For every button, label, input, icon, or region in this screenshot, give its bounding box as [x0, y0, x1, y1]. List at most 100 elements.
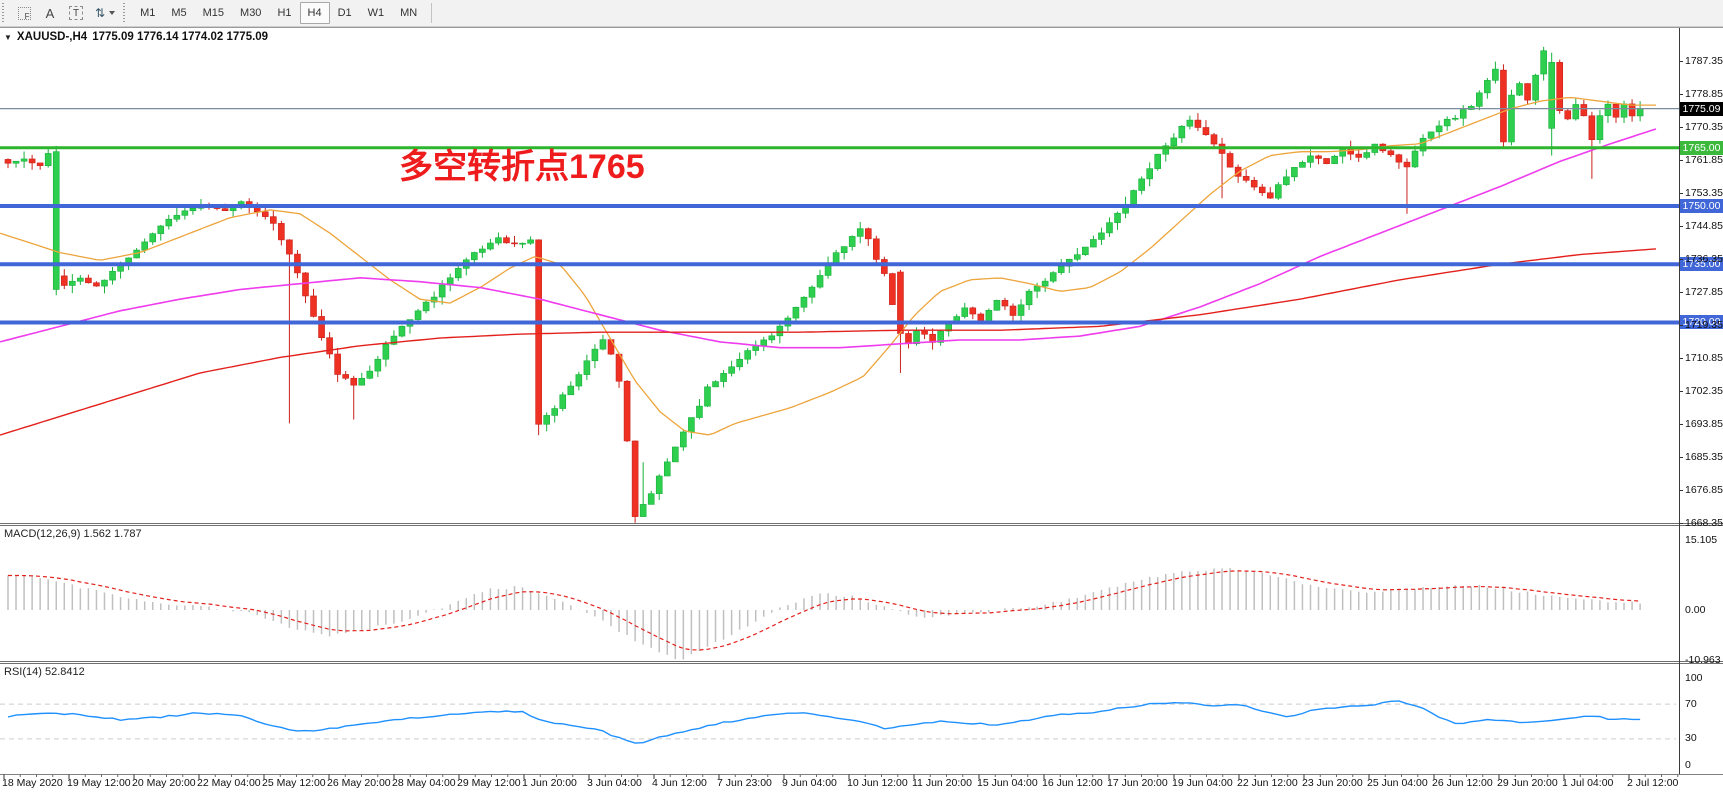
- time-axis-label: 29 Jun 20:00: [1497, 777, 1558, 789]
- candle-down: [1315, 155, 1322, 159]
- time-axis-label: 3 Jun 04:00: [587, 777, 642, 789]
- rsi-tick-label: 70: [1685, 697, 1697, 710]
- candle-up: [479, 248, 486, 253]
- candle-up: [1186, 119, 1194, 127]
- candle-down: [93, 282, 100, 287]
- candle-up: [1443, 118, 1451, 127]
- candle-up: [141, 241, 148, 251]
- candle-down: [864, 228, 872, 240]
- arrow-tools-button[interactable]: ⇅: [89, 2, 121, 24]
- macd-tick-label: 0.00: [1685, 603, 1706, 616]
- candle-up: [993, 300, 1001, 311]
- candle-up: [704, 386, 711, 407]
- text-box-button[interactable]: T: [63, 2, 89, 24]
- timeframe-button-w1[interactable]: W1: [360, 2, 393, 24]
- text-annotation-button[interactable]: A: [37, 2, 63, 24]
- candle-up: [961, 307, 969, 317]
- time-axis-label: 2 Jul 12:00: [1627, 777, 1679, 789]
- time-axis-label: 9 Jun 04:00: [782, 777, 837, 789]
- timeframe-button-h4[interactable]: H4: [299, 2, 330, 24]
- candle-down: [1258, 186, 1266, 194]
- price-tickmark: [1679, 391, 1683, 392]
- slow-ma-line: [0, 248, 1657, 436]
- candle-down: [342, 374, 349, 379]
- candle-down: [1226, 153, 1234, 168]
- timeframe-button-d1[interactable]: D1: [330, 2, 360, 24]
- timeframe-button-m30[interactable]: M30: [232, 2, 269, 24]
- candle-up: [937, 330, 944, 343]
- candle-up: [366, 370, 374, 379]
- candle-up: [1492, 68, 1499, 81]
- candle-up: [1572, 104, 1580, 120]
- price-tick-label: 1744.85: [1685, 219, 1723, 232]
- candle-up: [1476, 92, 1483, 107]
- candle-down: [318, 316, 325, 338]
- time-axis-label: 22 May 04:00: [197, 777, 261, 789]
- rsi-pane: [0, 700, 1676, 744]
- candle-up: [1419, 137, 1427, 152]
- candle-up: [647, 493, 655, 505]
- candle-up: [1162, 145, 1170, 155]
- candle-up: [1074, 254, 1081, 260]
- timeframe-button-m5[interactable]: M5: [163, 2, 194, 24]
- candle-up: [77, 277, 84, 282]
- toolbar-grip-2[interactable]: [123, 3, 129, 23]
- toolbar-grip[interactable]: [2, 3, 7, 23]
- candle-down: [1612, 103, 1620, 118]
- candle-up: [543, 415, 550, 425]
- candle-up: [1283, 176, 1290, 185]
- mid-ma-line: [0, 128, 1657, 349]
- candle-down: [350, 377, 358, 386]
- candle-up: [12, 160, 20, 164]
- price-tickmark: [1679, 226, 1683, 227]
- candle-up: [527, 239, 534, 244]
- price-tick-label: 1736.35: [1685, 252, 1723, 265]
- candle-down: [1628, 103, 1636, 117]
- candle-down: [873, 238, 880, 260]
- candle-down: [1403, 161, 1411, 168]
- candle-down: [221, 208, 229, 211]
- timeframe-button-mn[interactable]: MN: [392, 2, 425, 24]
- candle-down: [969, 307, 977, 315]
- candle-up: [760, 339, 768, 346]
- candle-down: [905, 333, 912, 345]
- candle-up: [1467, 106, 1475, 110]
- price-tickmark: [1679, 325, 1683, 326]
- chart-annotation-text[interactable]: 多空转折点1765: [399, 148, 645, 186]
- chart-menu-icon[interactable]: ▼: [4, 32, 12, 42]
- price-tickmark: [1679, 127, 1683, 128]
- time-axis-label: 7 Jun 23:00: [717, 777, 772, 789]
- candle-up: [720, 373, 727, 382]
- candle-up: [44, 153, 52, 166]
- price-tick-label: 1787.35: [1685, 54, 1723, 67]
- timeframe-button-h1[interactable]: H1: [269, 2, 299, 24]
- candle-up: [390, 335, 398, 345]
- candle-up: [1299, 162, 1306, 168]
- candle-up: [736, 358, 743, 368]
- timeframe-button-m15[interactable]: M15: [195, 2, 232, 24]
- candle-up: [728, 366, 735, 374]
- bid-price-box: 1775.09: [1680, 101, 1723, 116]
- time-axis-label: 23 Jun 20:00: [1302, 777, 1363, 789]
- candle-down: [511, 242, 518, 245]
- candle-down: [270, 216, 277, 224]
- candle-up: [776, 325, 784, 337]
- candle-up: [808, 286, 816, 298]
- price-tick-label: 1676.85: [1685, 483, 1723, 496]
- candle-up: [487, 242, 494, 250]
- candle-up: [856, 228, 864, 237]
- timeframe-button-m1[interactable]: M1: [132, 2, 163, 24]
- candle-up: [1548, 62, 1555, 129]
- candle-up: [157, 225, 165, 234]
- candle-down: [4, 159, 12, 164]
- candle-up: [1275, 184, 1282, 199]
- candle-down: [1210, 134, 1218, 145]
- candle-up: [374, 358, 382, 372]
- styler-tool-button[interactable]: F: [11, 2, 37, 24]
- price-tick-label: 1702.35: [1685, 384, 1723, 397]
- price-tickmark: [1679, 457, 1683, 458]
- price-tickmark: [1679, 160, 1683, 161]
- time-axis-label: 17 Jun 20:00: [1107, 777, 1168, 789]
